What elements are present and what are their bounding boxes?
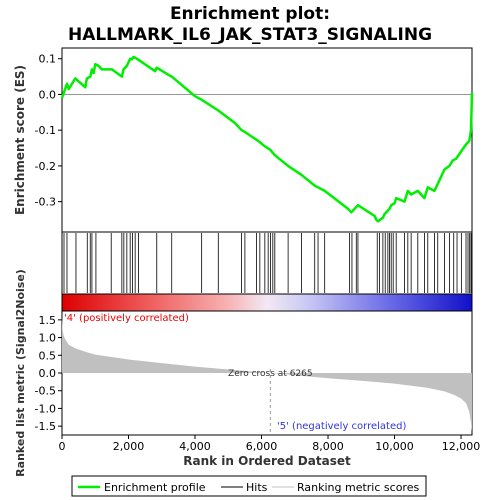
metric-y-tick-label: -1.5 xyxy=(35,420,56,433)
metric-y-tick-label: 1.0 xyxy=(39,332,57,345)
zero-cross-label: Zero cross at 6265 xyxy=(228,369,313,379)
metric-y-tick-label: 0.0 xyxy=(39,367,57,380)
es-panel-frame xyxy=(61,47,473,233)
legend-box xyxy=(71,475,427,497)
x-axis-label: Rank in Ordered Dataset xyxy=(183,454,351,468)
es-y-tick-label: 0.0 xyxy=(39,88,57,101)
es-y-tick-label: -0.1 xyxy=(35,124,56,137)
x-tick-label: 4,000 xyxy=(179,440,211,453)
ranking-color-bar xyxy=(61,293,473,312)
x-tick-label: 8,000 xyxy=(312,440,344,453)
metric-y-tick-label: 1.5 xyxy=(39,314,57,327)
metric-y-tick-label: 0.5 xyxy=(39,349,57,362)
chart-title: Enrichment plot: HALLMARK_IL6_JAK_STAT3_… xyxy=(68,4,432,45)
legend-label-hits: Hits xyxy=(246,481,268,494)
x-tick-label: 2,000 xyxy=(113,440,145,453)
es-y-tick-label: -0.3 xyxy=(35,196,56,209)
es-y-axis-label: Enrichment score (ES) xyxy=(13,65,27,215)
x-tick-label: 10,000 xyxy=(375,440,414,453)
es-y-tick-label: 0.1 xyxy=(39,53,57,66)
legend-label-ranking: Ranking metric scores xyxy=(297,481,419,494)
title-line-2: HALLMARK_IL6_JAK_STAT3_SIGNALING xyxy=(68,25,432,45)
hits-panel xyxy=(61,231,473,295)
es-y-axis: 0.1 0.0 -0.1 -0.2 -0.3 xyxy=(35,53,62,209)
metric-panel: 1.5 1.0 0.5 0.0 -0.5 -1.0 -1.5 Zero cross at 6… xyxy=(14,269,473,477)
x-tick-label: 6,000 xyxy=(246,440,278,453)
es-y-tick-label: -0.2 xyxy=(35,160,56,173)
negative-correlation-label: '5' (negatively correlated) xyxy=(277,421,406,432)
x-tick-label: 0 xyxy=(59,440,66,453)
metric-y-tick-label: -1.0 xyxy=(35,402,56,415)
legend: Enrichment profile Hits Ranking metric s… xyxy=(71,475,427,497)
title-line-1: Enrichment plot: xyxy=(170,4,330,24)
metric-y-axis: 1.5 1.0 0.5 0.0 -0.5 -1.0 -1.5 xyxy=(35,314,62,433)
enrichment-profile-line xyxy=(60,55,474,223)
x-tick-label: 12,000 xyxy=(442,440,481,453)
positive-correlation-label: '4' (positively correlated) xyxy=(64,313,189,324)
es-panel: 0.1 0.0 -0.1 -0.2 -0.3 Enrichment score (ES) xyxy=(13,47,474,233)
metric-y-axis-label: Ranked list metric (Signal2Noise) xyxy=(14,269,27,477)
metric-y-tick-label: -0.5 xyxy=(35,385,56,398)
x-axis: 0 2,000 4,000 6,000 8,000 10,000 12,000 xyxy=(59,435,481,453)
ranking-metric-area xyxy=(62,316,472,432)
legend-label-enrichment: Enrichment profile xyxy=(104,481,206,494)
hit-marks xyxy=(63,233,472,293)
